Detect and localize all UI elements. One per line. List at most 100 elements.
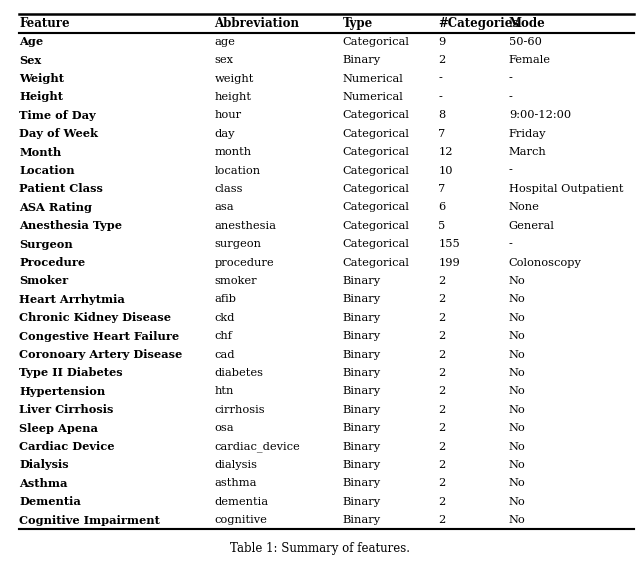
- Text: Table 1: Summary of features.: Table 1: Summary of features.: [230, 542, 410, 555]
- Text: Height: Height: [19, 92, 63, 102]
- Text: procedure: procedure: [214, 258, 274, 268]
- Text: Sex: Sex: [19, 55, 42, 66]
- Text: Patient Class: Patient Class: [19, 183, 103, 195]
- Text: Categorical: Categorical: [342, 203, 409, 212]
- Text: htn: htn: [214, 387, 234, 396]
- Text: Binary: Binary: [342, 441, 381, 452]
- Text: Day of Week: Day of Week: [19, 128, 98, 139]
- Text: Congestive Heart Failure: Congestive Heart Failure: [19, 331, 179, 342]
- Text: Categorical: Categorical: [342, 128, 409, 139]
- Text: 2: 2: [438, 55, 445, 65]
- Text: Numerical: Numerical: [342, 92, 403, 102]
- Text: Anesthesia Type: Anesthesia Type: [19, 220, 122, 231]
- Text: class: class: [214, 184, 243, 194]
- Text: height: height: [214, 92, 252, 102]
- Text: -: -: [438, 74, 442, 84]
- Text: No: No: [509, 368, 525, 378]
- Text: Numerical: Numerical: [342, 74, 403, 84]
- Text: No: No: [509, 350, 525, 359]
- Text: 2: 2: [438, 497, 445, 507]
- Text: Colonoscopy: Colonoscopy: [509, 258, 582, 268]
- Text: Binary: Binary: [342, 423, 381, 433]
- Text: dementia: dementia: [214, 497, 269, 507]
- Text: Categorical: Categorical: [342, 221, 409, 231]
- Text: Categorical: Categorical: [342, 184, 409, 194]
- Text: Abbreviation: Abbreviation: [214, 17, 300, 30]
- Text: cognitive: cognitive: [214, 515, 268, 525]
- Text: Categorical: Categorical: [342, 147, 409, 157]
- Text: No: No: [509, 441, 525, 452]
- Text: Age: Age: [19, 36, 44, 47]
- Text: No: No: [509, 497, 525, 507]
- Text: Categorical: Categorical: [342, 258, 409, 268]
- Text: diabetes: diabetes: [214, 368, 264, 378]
- Text: Feature: Feature: [19, 17, 70, 30]
- Text: location: location: [214, 165, 260, 175]
- Text: Asthma: Asthma: [19, 478, 68, 489]
- Text: Binary: Binary: [342, 55, 381, 65]
- Text: ckd: ckd: [214, 313, 235, 323]
- Text: -: -: [509, 74, 513, 84]
- Text: Categorical: Categorical: [342, 239, 409, 249]
- Text: No: No: [509, 460, 525, 470]
- Text: Chronic Kidney Disease: Chronic Kidney Disease: [19, 312, 172, 323]
- Text: Binary: Binary: [342, 294, 381, 305]
- Text: Type: Type: [342, 17, 372, 30]
- Text: Cardiac Device: Cardiac Device: [19, 441, 115, 452]
- Text: anesthesia: anesthesia: [214, 221, 276, 231]
- Text: surgeon: surgeon: [214, 239, 261, 249]
- Text: asa: asa: [214, 203, 234, 212]
- Text: 50-60: 50-60: [509, 37, 541, 47]
- Text: 2: 2: [438, 441, 445, 452]
- Text: 8: 8: [438, 110, 445, 121]
- Text: Binary: Binary: [342, 276, 381, 286]
- Text: Binary: Binary: [342, 368, 381, 378]
- Text: Categorical: Categorical: [342, 110, 409, 121]
- Text: hour: hour: [214, 110, 241, 121]
- Text: sex: sex: [214, 55, 234, 65]
- Text: Friday: Friday: [509, 128, 547, 139]
- Text: Categorical: Categorical: [342, 37, 409, 47]
- Text: smoker: smoker: [214, 276, 257, 286]
- Text: 7: 7: [438, 184, 445, 194]
- Text: Binary: Binary: [342, 515, 381, 525]
- Text: Procedure: Procedure: [19, 257, 85, 268]
- Text: Hypertension: Hypertension: [19, 386, 106, 397]
- Text: dialysis: dialysis: [214, 460, 257, 470]
- Text: day: day: [214, 128, 235, 139]
- Text: -: -: [438, 92, 442, 102]
- Text: month: month: [214, 147, 252, 157]
- Text: -: -: [509, 165, 513, 175]
- Text: General: General: [509, 221, 555, 231]
- Text: 7: 7: [438, 128, 445, 139]
- Text: afib: afib: [214, 294, 236, 305]
- Text: Binary: Binary: [342, 387, 381, 396]
- Text: Month: Month: [19, 147, 61, 158]
- Text: No: No: [509, 515, 525, 525]
- Text: No: No: [509, 313, 525, 323]
- Text: March: March: [509, 147, 547, 157]
- Text: 2: 2: [438, 460, 445, 470]
- Text: 10: 10: [438, 165, 453, 175]
- Text: 9: 9: [438, 37, 445, 47]
- Text: Cognitive Impairment: Cognitive Impairment: [19, 514, 160, 526]
- Text: No: No: [509, 331, 525, 341]
- Text: Type II Diabetes: Type II Diabetes: [19, 367, 123, 379]
- Text: 2: 2: [438, 313, 445, 323]
- Text: Binary: Binary: [342, 350, 381, 359]
- Text: Dialysis: Dialysis: [19, 460, 69, 470]
- Text: None: None: [509, 203, 540, 212]
- Text: No: No: [509, 294, 525, 305]
- Text: chf: chf: [214, 331, 232, 341]
- Text: Binary: Binary: [342, 331, 381, 341]
- Text: age: age: [214, 37, 236, 47]
- Text: 2: 2: [438, 405, 445, 415]
- Text: 2: 2: [438, 350, 445, 359]
- Text: Binary: Binary: [342, 405, 381, 415]
- Text: cardiac_device: cardiac_device: [214, 441, 300, 452]
- Text: Female: Female: [509, 55, 551, 65]
- Text: Time of Day: Time of Day: [19, 110, 96, 121]
- Text: 199: 199: [438, 258, 460, 268]
- Text: 9:00-12:00: 9:00-12:00: [509, 110, 571, 121]
- Text: No: No: [509, 478, 525, 488]
